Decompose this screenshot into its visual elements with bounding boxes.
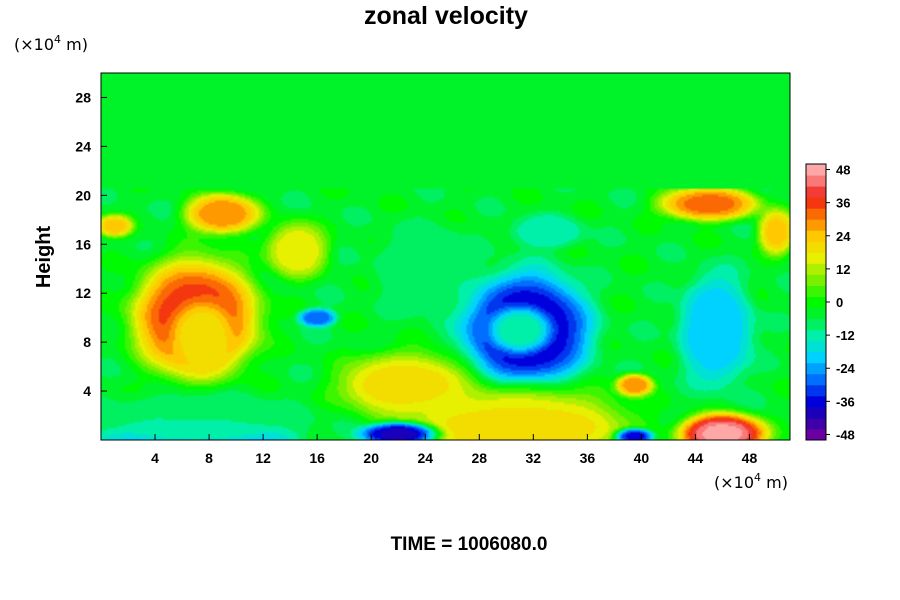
x-tick-label: 4 [151, 450, 159, 466]
colorbar-tick-label: 12 [836, 262, 850, 277]
colorbar-band [806, 362, 826, 375]
plot-area [100, 72, 791, 441]
x-axis-ticks: 4 8 12 16 20 24 28 32 36 40 44 48 [151, 434, 757, 466]
colorbar-band [806, 406, 826, 419]
colorbar-band [806, 241, 826, 253]
colorbar-tick-label: -48 [836, 427, 855, 442]
colorbar-band [806, 175, 826, 187]
y-tick-label: 4 [83, 383, 91, 399]
colorbar-tick-label: 24 [836, 229, 851, 244]
time-label: TIME = 1006080.0 [391, 534, 548, 555]
x-tick-label: 32 [526, 450, 542, 466]
colorbar-band [806, 274, 826, 286]
colorbar-band [806, 219, 826, 231]
colorbar-band [806, 428, 826, 441]
x-tick-label: 8 [205, 450, 213, 466]
x-axis-unit: (×104 m) [714, 471, 788, 492]
x-tick-label: 36 [580, 450, 596, 466]
plot-frame [100, 72, 791, 441]
colorbar-band [806, 208, 826, 220]
colorbar-band [806, 318, 826, 331]
colorbar-band [806, 384, 826, 397]
y-axis-ticks: 4 8 12 16 20 24 28 [75, 89, 107, 399]
colorbar-tick-label: -12 [836, 328, 855, 343]
colorbar-band [806, 186, 826, 198]
y-tick-label: 8 [83, 334, 91, 350]
colorbar-band [806, 307, 826, 320]
colorbar-band [806, 417, 826, 430]
colorbar-tick-label: -24 [836, 361, 856, 376]
colorbar-band [806, 197, 826, 209]
colorbar: 48 36 24 12 0 -12 -24 -36 -48 [805, 163, 856, 442]
colorbar-band [806, 329, 826, 342]
y-tick-label: 20 [75, 187, 91, 203]
colorbar-tick-label: 0 [836, 295, 843, 310]
x-tick-label: 24 [417, 450, 433, 466]
x-tick-label: 40 [634, 450, 650, 466]
colorbar-band [806, 230, 826, 242]
colorbar-band [806, 395, 826, 408]
y-axis-label: Height [33, 226, 55, 289]
colorbar-tick-label: 36 [836, 196, 850, 211]
colorbar-bands [806, 164, 826, 441]
x-tick-label: 16 [309, 450, 325, 466]
chart-title: zonal velocity [364, 2, 528, 30]
colorbar-band [806, 296, 826, 309]
colorbar-band [806, 252, 826, 264]
y-tick-label: 16 [75, 236, 91, 252]
y-tick-label: 12 [75, 285, 91, 301]
y-tick-label: 24 [75, 138, 91, 154]
colorbar-band [806, 373, 826, 386]
colorbar-band [806, 164, 826, 176]
colorbar-tick-label: -36 [836, 394, 855, 409]
velocity-field [101, 73, 790, 440]
x-tick-label: 48 [742, 450, 758, 466]
colorbar-band [806, 285, 826, 297]
colorbar-tick-label: 48 [836, 163, 850, 178]
x-tick-label: 12 [255, 450, 271, 466]
colorbar-ticks: 48 36 24 12 0 -12 -24 -36 -48 [826, 163, 856, 442]
colorbar-band [806, 351, 826, 364]
x-tick-label: 20 [363, 450, 379, 466]
x-tick-label: 28 [471, 450, 487, 466]
y-axis-unit: (×104 m) [14, 33, 88, 54]
colorbar-band [806, 340, 826, 353]
colorbar-band [806, 263, 826, 275]
y-tick-label: 28 [75, 89, 91, 105]
x-tick-label: 44 [688, 450, 704, 466]
